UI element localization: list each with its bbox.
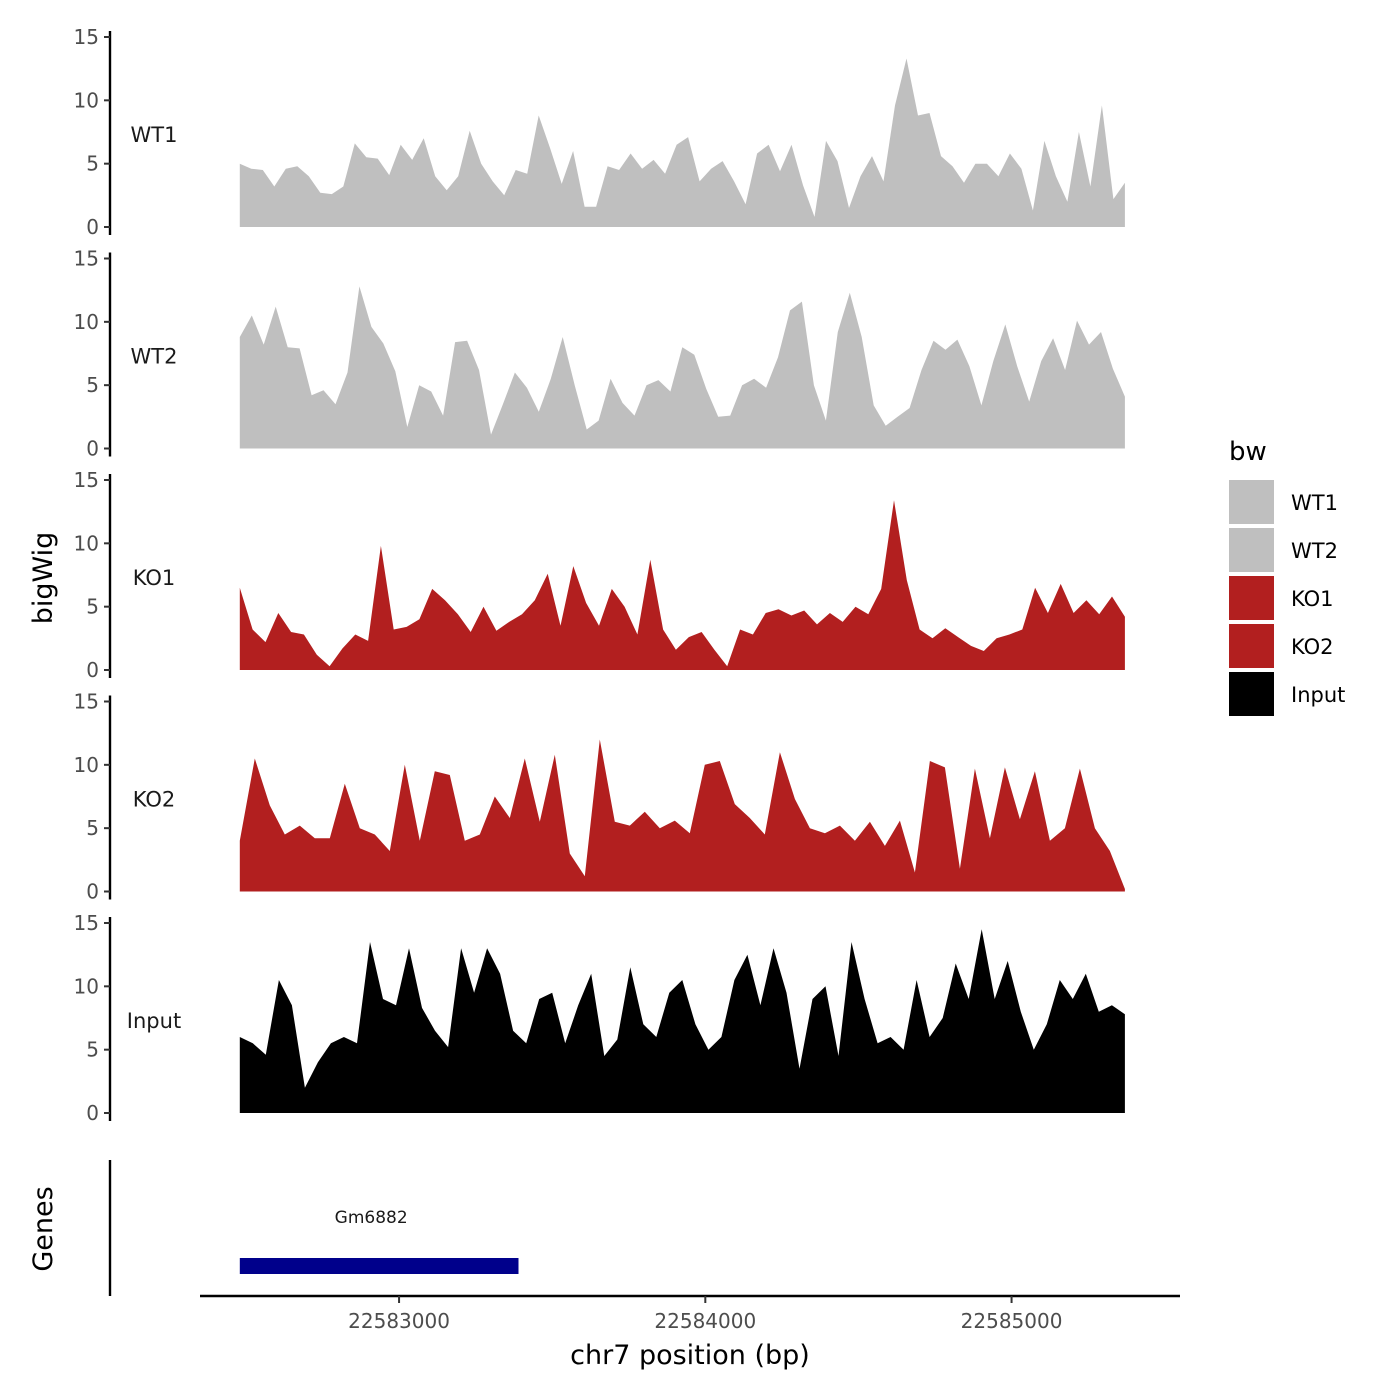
track-ko1: 0 5 10 15 KO1 xyxy=(74,468,1125,682)
legend-swatch-wt2 xyxy=(1229,528,1274,572)
area-input xyxy=(239,929,1125,1113)
track-ko2: 0 5 10 15 KO2 xyxy=(74,690,1125,904)
legend-label-ko1: KO1 xyxy=(1291,587,1334,611)
tracks-layer: 0 5 10 15 WT1 0 5 10 15 WT2 0 5 10 15 KO1 0 5 10 15 KO2 0 5 10… xyxy=(74,25,1125,1125)
y-tick-label: 15 xyxy=(74,468,99,492)
track-label: WT1 xyxy=(131,123,178,147)
legend-swatch-ko2 xyxy=(1229,624,1274,668)
area-wt2 xyxy=(239,286,1125,449)
y-tick-label: 15 xyxy=(74,911,99,935)
gene-bar xyxy=(239,1258,519,1274)
area-ko1 xyxy=(239,500,1125,670)
track-wt2: 0 5 10 15 WT2 xyxy=(74,247,1125,461)
track-label: KO2 xyxy=(133,788,176,812)
y-tick-label: 10 xyxy=(74,753,99,777)
y-tick-label: 15 xyxy=(74,25,99,49)
legend-label-wt2: WT2 xyxy=(1291,539,1338,563)
legend-label-wt1: WT1 xyxy=(1291,491,1338,515)
y-axis-title: bigWig xyxy=(28,532,59,625)
legend-label-ko2: KO2 xyxy=(1291,635,1334,659)
genes-axis-title: Genes xyxy=(28,1186,59,1271)
track-label: WT2 xyxy=(131,345,178,369)
gene-label: Gm6882 xyxy=(335,1208,408,1228)
y-tick-label: 0 xyxy=(86,1101,99,1125)
y-tick-label: 5 xyxy=(86,595,99,619)
y-tick-label: 5 xyxy=(86,373,99,397)
y-tick-label: 5 xyxy=(86,816,99,840)
y-tick-label: 10 xyxy=(74,88,99,112)
y-tick-label: 0 xyxy=(86,437,99,461)
genes-panel: Gm6882 xyxy=(108,1160,519,1296)
track-wt1: 0 5 10 15 WT1 xyxy=(74,25,1125,239)
y-tick-label: 10 xyxy=(74,531,99,555)
y-tick-label: 0 xyxy=(86,658,99,682)
x-axis-title: chr7 position (bp) xyxy=(570,1340,810,1371)
track-label: Input xyxy=(127,1009,181,1033)
x-tick-label: 22585000 xyxy=(961,1309,1063,1333)
y-tick-label: 5 xyxy=(86,152,99,176)
area-ko2 xyxy=(239,739,1125,892)
y-tick-label: 10 xyxy=(74,974,99,998)
y-tick-label: 15 xyxy=(74,690,99,714)
y-tick-label: 0 xyxy=(86,880,99,904)
x-tick-label: 22584000 xyxy=(654,1309,756,1333)
y-tick-label: 5 xyxy=(86,1038,99,1062)
y-tick-label: 10 xyxy=(74,310,99,334)
track-input: 0 5 10 15 Input xyxy=(74,911,1125,1125)
legend-swatch-input xyxy=(1229,672,1274,716)
x-axis: 22583000 22584000 22585000 xyxy=(200,1294,1180,1333)
x-tick-label: 22583000 xyxy=(348,1309,450,1333)
area-wt1 xyxy=(239,58,1125,227)
y-tick-label: 15 xyxy=(74,247,99,271)
legend: bw WT1 WT2 KO1 KO2 Input xyxy=(1229,437,1345,716)
y-tick-label: 0 xyxy=(86,215,99,239)
legend-swatch-wt1 xyxy=(1229,480,1274,524)
legend-label-input: Input xyxy=(1291,683,1345,707)
track-label: KO1 xyxy=(133,566,176,590)
legend-swatch-ko1 xyxy=(1229,576,1274,620)
legend-title: bw xyxy=(1229,437,1267,467)
